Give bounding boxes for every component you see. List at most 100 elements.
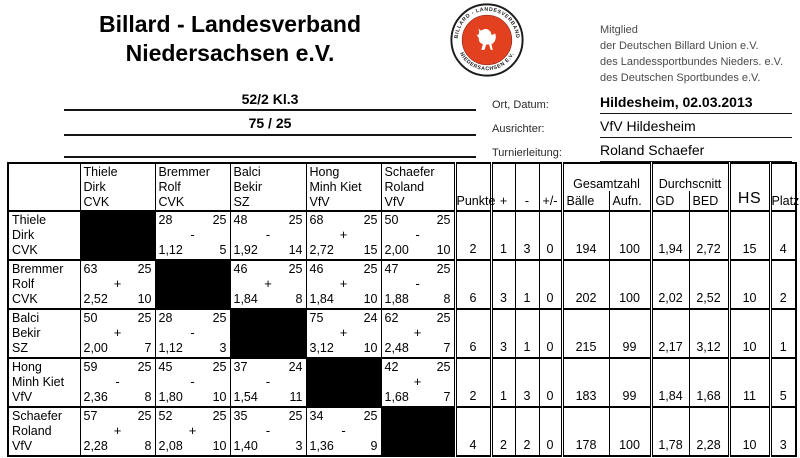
summary-punkte: 6	[453, 308, 492, 359]
match-cell-content: 59 25 -2,36 8	[81, 359, 155, 406]
match-hs: 7	[443, 390, 451, 404]
match-score-row: 28 25	[159, 311, 227, 325]
match-gd: 1,12	[158, 243, 183, 257]
summary-platz: 2	[768, 259, 797, 310]
player-col-header-5: Schaefer Roland VfV	[380, 162, 456, 212]
match-cell-content: 28 25 -1,12 5	[156, 212, 230, 259]
match-score-row: 68 25	[310, 213, 378, 227]
match-result-sign: -	[385, 277, 451, 291]
match-innings: 25	[288, 409, 303, 423]
win-loss-sign: +	[339, 325, 348, 340]
match-result-sign: +	[310, 228, 378, 242]
match-cell-content: 46 25 +1,84 8	[231, 261, 306, 308]
summary-aufn: 100	[608, 210, 652, 261]
summary-punkte: 4	[453, 406, 492, 457]
match-average-row: 2,08 10	[159, 439, 227, 453]
match-cell: 75 24 +3,12 10	[305, 308, 382, 359]
player-name-cell: Balci Bekir SZ	[7, 308, 81, 359]
col-header-bed: BED	[688, 191, 730, 212]
association-logo: BILLARD - LANDESVERBAND NIEDERSACHSEN E.…	[450, 3, 524, 77]
match-result-sign: -	[234, 424, 303, 438]
match-result-sign: +	[310, 277, 378, 291]
player-col-header-4: Hong Minh Kiet VfV	[305, 162, 382, 212]
match-hs: 8	[295, 292, 303, 306]
match-average-row: 1,92 14	[234, 243, 303, 257]
field-label: Turnierleitung:	[492, 147, 562, 159]
match-innings: 25	[137, 409, 152, 423]
summary-bed: 2,28	[688, 406, 730, 457]
summary-punkte: 6	[453, 259, 492, 310]
field-label: Ausrichter:	[492, 123, 545, 135]
diagonal-cell	[380, 406, 456, 457]
col-header-gd: GD	[649, 191, 690, 212]
match-cell: 47 25 -1,88 8	[380, 259, 456, 310]
match-average-row: 1,54 11	[234, 390, 303, 404]
player-row: Thiele Dirk CVK 28 25-1,12 5 48 25-1,92 14 68 25 +2…	[7, 210, 797, 261]
player-col-header-2: Bremmer Rolf CVK	[154, 162, 231, 212]
player-surname: Balci	[233, 165, 261, 179]
match-balls: 28	[158, 311, 173, 325]
summary-plusminus: 0	[538, 210, 563, 261]
summary-baelle: 194	[560, 210, 610, 261]
membership-block: Mitglied der Deutschen Billard Union e.V…	[600, 22, 783, 86]
summary-plusminus: 0	[538, 259, 563, 310]
summary-baelle: 178	[560, 406, 610, 457]
match-innings: 25	[436, 213, 451, 227]
col-header-platz: Platz	[768, 162, 799, 212]
match-innings: 25	[137, 262, 152, 276]
player-surname: Thiele	[83, 165, 118, 179]
match-balls: 45	[158, 360, 173, 374]
player-club: VfV	[12, 390, 33, 404]
summary-gd: 2,17	[649, 308, 690, 359]
match-cell: 35 25 -1,40 3	[229, 406, 307, 457]
match-cell-content: 46 25 +1,84 10	[307, 261, 381, 308]
win-loss-sign: -	[265, 423, 271, 438]
match-innings: 25	[212, 360, 227, 374]
win-loss-sign: -	[190, 374, 195, 389]
corner-cell	[7, 162, 81, 212]
match-balls: 62	[384, 311, 399, 325]
diagonal-cell	[229, 308, 307, 359]
player-surname: Bremmer	[158, 165, 210, 179]
match-balls: 37	[233, 360, 248, 374]
match-score-row: 37 24	[234, 360, 303, 374]
player-firstname: Bekir	[233, 180, 262, 194]
match-result-sign: +	[310, 326, 378, 340]
win-loss-sign: +	[339, 227, 348, 242]
match-hs: 10	[212, 439, 227, 453]
match-cell: 46 25 +1,84 8	[229, 259, 307, 310]
win-loss-sign: -	[415, 227, 420, 242]
match-gd: 1,88	[384, 292, 409, 306]
match-gd: 2,28	[83, 439, 108, 453]
col-header-gesamtzahl: Gesamtzahl	[560, 162, 652, 191]
match-hs: 10	[436, 243, 451, 257]
match-cell-content: 63 25 +2,52 10	[81, 261, 155, 308]
player-firstname: Roland	[12, 424, 52, 438]
summary-baelle: 215	[560, 308, 610, 359]
match-average-row: 3,12 10	[310, 341, 378, 355]
player-surname: Hong	[309, 165, 340, 179]
summary-bed: 3,12	[688, 308, 730, 359]
match-result-sign: +	[385, 375, 451, 389]
match-innings: 25	[137, 311, 152, 325]
summary-aufn: 99	[608, 308, 652, 359]
summary-platz: 5	[768, 357, 797, 408]
page-title-line2: Niedersachsen e.V.	[125, 40, 335, 66]
match-average-row: 2,28 8	[84, 439, 152, 453]
event-details: Ort, Datum: Hildesheim, 02.03.2013 Ausri…	[492, 94, 792, 166]
match-average-row: 1,84 10	[310, 292, 378, 306]
player-surname: Balci	[12, 311, 40, 325]
match-gd: 2,72	[309, 243, 334, 257]
summary-plusminus: 0	[538, 308, 563, 359]
match-hs: 7	[443, 341, 451, 355]
match-cell: 34 25 -1,36 9	[305, 406, 382, 457]
match-hs: 10	[137, 292, 152, 306]
match-hs: 8	[144, 390, 152, 404]
match-hs: 5	[219, 243, 227, 257]
player-club: VfV	[12, 439, 33, 453]
player-club: VfV	[309, 195, 330, 209]
match-average-row: 1,68 7	[385, 390, 451, 404]
match-gd: 2,48	[384, 341, 409, 355]
win-loss-sign: -	[190, 227, 195, 242]
win-loss-sign: -	[415, 276, 420, 291]
